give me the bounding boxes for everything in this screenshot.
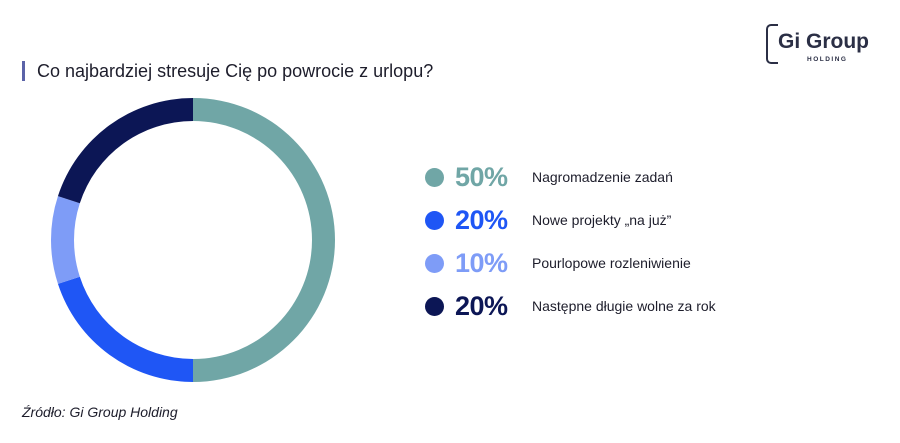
legend-label: Następne długie wolne za rok [532,298,716,314]
donut-slice-4 [57,98,193,204]
donut-slice-1 [193,98,335,382]
donut-slice-2 [57,276,193,382]
title-accent-bar [22,61,25,81]
legend-dot-icon [425,168,444,187]
legend-label: Nagromadzenie zadań [532,169,673,185]
legend-label: Pourlopowe rozleniwienie [532,255,691,271]
legend-dot-icon [425,211,444,230]
logo-sub-text: HOLDING [807,56,848,63]
donut-chart [50,98,335,382]
legend-value: 20% [455,205,508,235]
logo-main-text: Gi Group [778,30,869,53]
legend-value: 10% [455,248,508,278]
legend-value: 50% [455,162,508,192]
legend-value: 20% [455,291,508,321]
source-note: Źródło: Gi Group Holding [22,404,178,420]
legend-dot-icon [425,297,444,316]
chart-title: Co najbardziej stresuje Cię po powrocie … [37,60,434,81]
legend-dot-icon [425,254,444,273]
chart-title-wrap: Co najbardziej stresuje Cię po powrocie … [22,58,433,84]
legend-label: Nowe projekty „na już” [532,212,672,228]
logo-bracket-icon [766,24,778,64]
gi-group-logo: Gi Group HOLDING [766,22,886,68]
donut-slice-3 [50,196,80,284]
